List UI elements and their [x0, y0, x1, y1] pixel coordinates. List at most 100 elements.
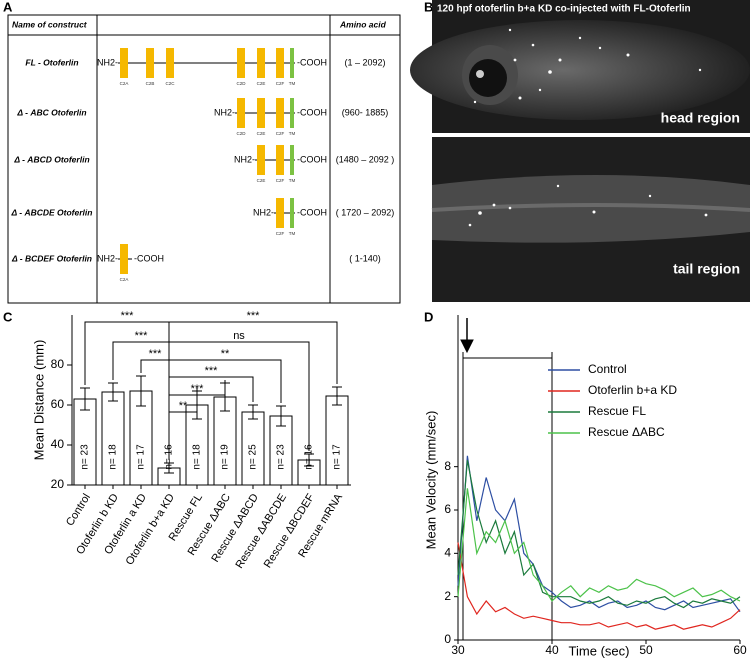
x-tick-label: 60 — [733, 643, 747, 657]
c-terminus: -COOH — [297, 107, 327, 117]
y-tick-label: 40 — [51, 437, 65, 451]
c2-domain — [146, 48, 154, 78]
construct-name: Δ - ABC Otoferlin — [16, 107, 86, 117]
y-tick-label: 60 — [51, 397, 65, 411]
legend-label: Rescue FL — [588, 404, 646, 418]
bar — [73, 398, 97, 486]
domain-label: C2F — [276, 131, 285, 136]
amino-range: (1480 – 2092 ) — [336, 154, 395, 164]
construct-name: Δ - BCDEF Otoferlin — [11, 253, 92, 263]
y-tick-label: 4 — [444, 546, 451, 560]
n-terminus: NH2- — [253, 207, 274, 217]
panel-letter: B — [424, 0, 433, 14]
fish-tail — [432, 175, 750, 243]
n-terminus: NH2- — [97, 253, 118, 263]
error-bar — [248, 404, 258, 420]
error-bar — [108, 382, 118, 402]
x-tick-label: Control — [64, 492, 93, 528]
domain-label: C2E — [257, 81, 266, 86]
n-label: n= 16 — [304, 444, 315, 470]
legend-label: Otoferlin b+a KD — [588, 383, 677, 397]
error-bar — [304, 453, 314, 467]
domain-label: C2B — [146, 81, 155, 86]
error-bar — [276, 405, 286, 427]
series-line — [457, 455, 741, 613]
micrograph-panel: 120 hpf otoferlin b+a KD co-injected wit… — [410, 0, 750, 302]
x-tick-label: 50 — [639, 643, 653, 657]
arrow-head — [460, 339, 474, 354]
construct-name: FL - Otoferlin — [25, 57, 78, 67]
time-window-annotation — [460, 318, 553, 640]
panel-letter: D — [424, 309, 433, 324]
amino-range: (1 – 2092) — [344, 57, 385, 67]
table-border — [7, 14, 401, 304]
error-bar — [136, 375, 146, 407]
construct-table: Name of construct Amino acid — [7, 14, 401, 304]
significance-label: *** — [149, 348, 163, 360]
amino-range: ( 1720 – 2092) — [336, 207, 395, 217]
series-line — [457, 542, 741, 630]
n-label: n= 18 — [192, 444, 203, 470]
significance-label: ** — [179, 400, 188, 412]
n-label: n= 17 — [136, 444, 147, 470]
error-bar — [332, 386, 342, 406]
c2-domain — [257, 145, 265, 175]
domain-label: TM — [289, 231, 296, 236]
legend-label: Control — [588, 362, 627, 376]
domain-label: C2D — [236, 131, 246, 136]
x-tick-label: Rescue ΔBCDEF — [262, 492, 317, 571]
header-cell: Amino acid — [339, 19, 387, 29]
x-tick-label: Rescue ΔABCDE — [233, 492, 289, 571]
significance-label: ** — [221, 348, 230, 360]
c-terminus: -COOH — [297, 154, 327, 164]
significance-label: *** — [205, 365, 219, 377]
n-label: n= 23 — [80, 444, 91, 470]
domain-label: C2E — [257, 131, 266, 136]
domain-label: C2C — [165, 81, 175, 86]
series-line — [457, 488, 741, 602]
y-axis-label: Mean Distance (mm) — [31, 340, 46, 461]
series-line — [457, 460, 741, 609]
bar — [101, 391, 125, 486]
legend-label: Rescue ΔABC — [588, 425, 665, 439]
domain-label: TM — [289, 131, 296, 136]
n-label: n= 19 — [220, 444, 231, 470]
domain-label: C2F — [276, 178, 285, 183]
c2-domain — [237, 98, 245, 128]
construct-name: Δ - ABCD Otoferlin — [13, 154, 89, 164]
significance-label: *** — [121, 310, 135, 322]
significance-label: ns — [233, 330, 245, 342]
c2-domain — [166, 48, 174, 78]
tm-domain — [290, 98, 294, 128]
x-tick-label: 40 — [545, 643, 559, 657]
error-bar — [164, 462, 174, 474]
c2-domain — [257, 98, 265, 128]
domain-label: C2E — [257, 178, 266, 183]
eye-reflection — [476, 70, 484, 78]
domain-label: C2F — [276, 81, 285, 86]
y-tick-label: 20 — [51, 477, 65, 491]
y-tick-label: 80 — [51, 357, 65, 371]
amino-range: (960- 1885) — [342, 107, 389, 117]
construct-name: Δ - ABCDE Otoferlin — [11, 207, 93, 217]
c2-domain — [276, 48, 284, 78]
n-label: n= 18 — [108, 444, 119, 470]
c2-domain — [257, 48, 265, 78]
significance-bracket — [168, 376, 254, 460]
x-tick-label: 30 — [451, 643, 465, 657]
tm-domain — [290, 145, 294, 175]
y-axis-label: Mean Velocity (mm/sec) — [423, 411, 438, 550]
n-terminus: NH2- — [214, 107, 235, 117]
domain-label: C2A — [120, 277, 129, 282]
c-terminus: -COOH — [297, 57, 327, 67]
significance-bracket — [84, 321, 170, 460]
n-label: n= 17 — [332, 444, 343, 470]
c2-domain — [120, 244, 128, 274]
panel-letter: A — [3, 0, 13, 14]
y-tick-label: 6 — [444, 502, 451, 516]
domain-label: C2D — [236, 81, 246, 86]
domain-label: C2F — [276, 231, 285, 236]
n-terminus: NH2- — [234, 154, 255, 164]
